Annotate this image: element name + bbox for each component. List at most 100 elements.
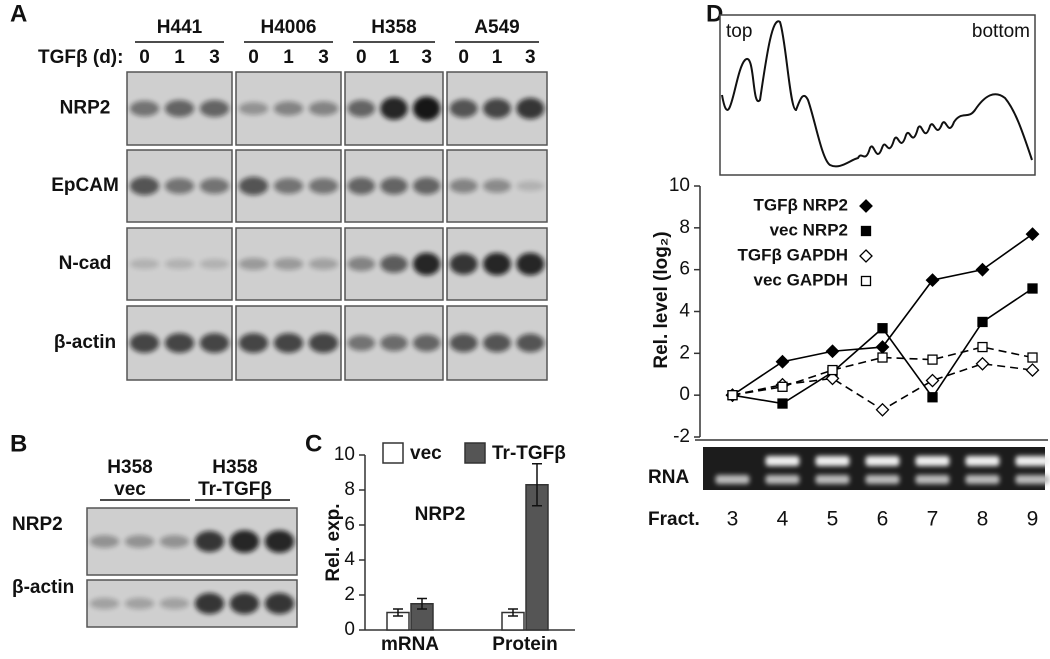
- day: 3: [421, 47, 432, 68]
- day: 3: [318, 47, 329, 68]
- error-bar: [508, 608, 518, 617]
- band: [229, 530, 260, 553]
- band: [194, 530, 225, 553]
- band: [483, 333, 511, 353]
- band: [516, 333, 545, 353]
- row-label: β-actin: [54, 332, 116, 353]
- row-label: β-actin: [12, 577, 74, 598]
- band: [164, 333, 195, 353]
- rna-band: [815, 475, 850, 484]
- band: [194, 592, 225, 615]
- x-tick-label: mRNA: [381, 634, 439, 654]
- legend-label: vec: [410, 443, 442, 464]
- cell-line: H4006: [261, 17, 317, 38]
- point: [925, 273, 940, 288]
- rna-band: [765, 456, 800, 466]
- point: [875, 340, 890, 354]
- profile-label: top: [726, 21, 752, 42]
- band: [347, 100, 376, 117]
- band: [129, 176, 160, 196]
- band: [229, 592, 260, 615]
- band: [380, 334, 408, 352]
- cell-line: A549: [474, 17, 519, 38]
- band: [516, 97, 545, 120]
- y-axis-label: Rel. exp.: [323, 503, 344, 581]
- profile-curve: [721, 20, 1033, 168]
- point: [925, 373, 940, 388]
- legend-label: TGFβ NRP2: [754, 195, 848, 214]
- y-tick-label: 6: [679, 259, 690, 280]
- band: [264, 592, 295, 615]
- band: [199, 178, 230, 194]
- group-label: H358: [107, 457, 152, 478]
- band: [238, 257, 269, 271]
- bar: [525, 484, 549, 631]
- band: [159, 535, 190, 548]
- legend-label: vec GAPDH: [754, 270, 848, 289]
- band: [412, 334, 441, 352]
- point: [727, 390, 738, 401]
- legend-marker: [859, 199, 873, 213]
- y-tick-label: 8: [344, 479, 355, 500]
- rna-band: [865, 475, 900, 484]
- band: [238, 176, 269, 196]
- rna-band: [1015, 456, 1050, 466]
- row-label: EpCAM: [51, 175, 119, 196]
- point: [875, 402, 890, 417]
- day: 0: [248, 47, 259, 68]
- rna-band: [965, 456, 1000, 466]
- band: [347, 335, 376, 351]
- x-tick-label: 6: [877, 508, 889, 531]
- band: [308, 101, 339, 116]
- row-label: NRP2: [60, 98, 111, 119]
- row-label: N-cad: [59, 253, 112, 274]
- legend-swatch: [382, 442, 404, 464]
- y-tick-label: 10: [334, 444, 355, 465]
- blot: [86, 579, 298, 628]
- x-tick-label: 7: [927, 508, 939, 531]
- row-label: NRP2: [12, 514, 63, 535]
- group-label: H358: [212, 457, 257, 478]
- band: [199, 333, 230, 353]
- point: [825, 344, 840, 359]
- point: [775, 354, 790, 369]
- panel-label: B: [10, 430, 27, 457]
- rna-band: [865, 456, 900, 466]
- day: 0: [139, 47, 150, 68]
- error-bar: [417, 597, 427, 610]
- band: [129, 259, 160, 269]
- rna-band: [715, 475, 750, 484]
- band: [273, 178, 304, 194]
- y-tick-label: 4: [679, 301, 690, 322]
- y-tick-label: 4: [344, 549, 355, 570]
- group-label: vec: [114, 479, 146, 500]
- point: [877, 323, 888, 334]
- band: [347, 177, 376, 195]
- band: [273, 333, 304, 353]
- day: 3: [525, 47, 536, 68]
- day: 3: [209, 47, 220, 68]
- panel-label: A: [10, 0, 27, 27]
- day: 1: [174, 47, 185, 68]
- point: [825, 371, 840, 386]
- band: [516, 181, 545, 191]
- y-axis-label: Rel. level (log₂): [651, 231, 672, 368]
- x-tick-label: Protein: [492, 634, 557, 654]
- rna-band: [815, 456, 850, 466]
- day: 0: [458, 47, 469, 68]
- band: [308, 333, 339, 353]
- band: [199, 259, 230, 269]
- point: [975, 356, 990, 371]
- point: [1027, 283, 1038, 294]
- x-tick-label: 5: [827, 508, 839, 531]
- band: [412, 177, 441, 195]
- panel-label: D: [706, 0, 723, 27]
- legend-marker: [859, 249, 873, 263]
- band: [159, 597, 190, 610]
- point: [975, 262, 990, 277]
- profile-box: [719, 14, 1036, 176]
- x-tick-label: 9: [1027, 508, 1039, 531]
- point: [977, 341, 988, 353]
- y-tick-label: -2: [673, 426, 690, 447]
